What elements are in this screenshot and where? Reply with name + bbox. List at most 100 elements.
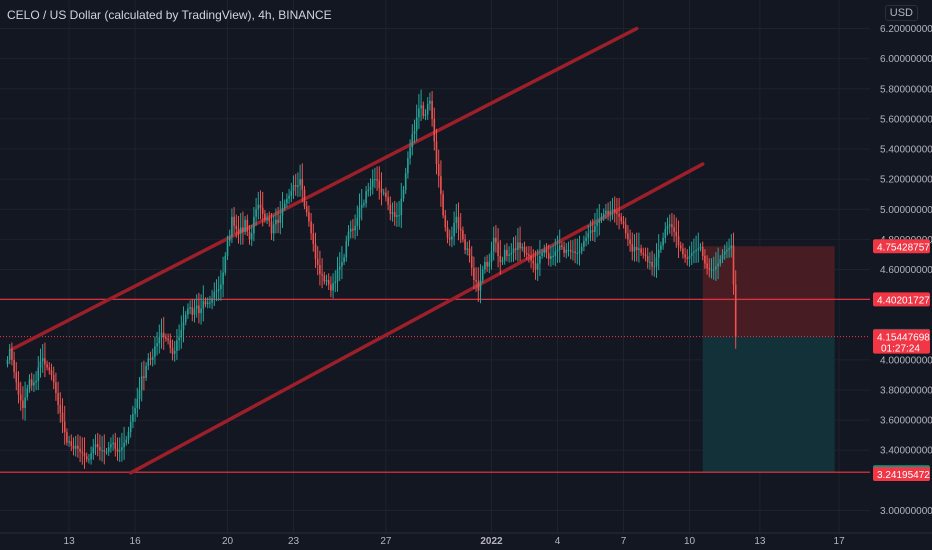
candle-body <box>712 269 715 271</box>
candle-body <box>693 251 695 253</box>
candle-body <box>193 308 196 315</box>
candle-body <box>52 374 55 383</box>
candle-body <box>26 388 29 398</box>
candle-body <box>154 346 156 357</box>
y-tick-label: 3.00000000 <box>880 506 932 517</box>
candle-body <box>349 228 352 232</box>
candle-body <box>248 231 251 240</box>
candle-body <box>178 337 180 341</box>
candle-body <box>462 230 464 240</box>
candle-body <box>730 245 733 249</box>
candle-body <box>68 441 70 443</box>
candle-body <box>569 249 572 252</box>
candle-body <box>618 213 620 217</box>
candle-body <box>633 246 636 252</box>
candle-body <box>99 447 101 451</box>
candle-body <box>446 227 449 238</box>
price-tags: 4.754287574.402017274.159072234.15447698… <box>873 239 930 482</box>
candle-body <box>629 239 631 244</box>
candle-body <box>171 347 174 354</box>
candle-body <box>257 204 260 210</box>
candle-body <box>55 382 57 393</box>
candle-body <box>74 445 77 449</box>
candle-body <box>191 307 194 315</box>
candle-body <box>470 255 473 268</box>
candle-body <box>259 204 262 208</box>
candle-body <box>85 456 88 460</box>
y-tick-label: 3.80000000 <box>880 385 932 396</box>
candle-body <box>167 338 169 341</box>
candle-body <box>440 176 442 195</box>
candle-body <box>389 204 392 214</box>
candle-body <box>525 252 528 255</box>
candle-body <box>411 133 414 148</box>
candle-body <box>391 212 394 214</box>
symbol-title[interactable]: CELO / US Dollar (calculated by TradingV… <box>7 8 332 22</box>
candle-body <box>294 185 297 187</box>
candle-body <box>277 219 279 223</box>
candle-body <box>360 204 363 208</box>
candle-body <box>499 255 502 262</box>
candle-body <box>671 224 673 228</box>
candle-body <box>404 173 407 190</box>
candle-body <box>303 189 306 207</box>
candle-body <box>96 444 99 448</box>
x-tick-label: 27 <box>380 536 392 547</box>
y-tick-label: 5.60000000 <box>880 114 932 125</box>
candle-body <box>220 284 222 290</box>
candle-body <box>132 414 134 422</box>
candle-body <box>279 215 282 223</box>
currency-label[interactable]: USD <box>884 5 918 21</box>
candle-body <box>437 164 440 177</box>
candle-body <box>110 444 112 448</box>
candle-body <box>134 408 136 415</box>
candle-body <box>345 240 348 258</box>
candle-body <box>176 340 178 351</box>
candle-body <box>231 216 233 237</box>
candle-body <box>15 371 18 383</box>
candle-body <box>308 212 310 222</box>
candle-body <box>512 248 515 253</box>
candle-body <box>550 255 552 259</box>
candle-body <box>734 284 737 338</box>
horizontal-levels[interactable] <box>0 298 870 473</box>
countdown-label: 01:27:24 <box>881 344 920 355</box>
x-tick-label: 13 <box>754 536 766 547</box>
time-axis[interactable]: 13 16 20 23 27 2022 4 7 10 13 17 <box>0 532 932 547</box>
channel-line[interactable] <box>10 26 639 352</box>
candle-body <box>169 340 172 348</box>
candle-body <box>35 380 37 383</box>
price-axis[interactable]: 6.20000000 6.00000000 5.80000000 5.60000000… <box>880 24 932 517</box>
candle-body <box>556 249 559 252</box>
candle-body <box>275 219 277 225</box>
candle-body <box>253 216 255 234</box>
candle-body <box>182 322 185 330</box>
candle-body <box>495 237 497 243</box>
trend-channel[interactable] <box>10 26 705 475</box>
candle-body <box>424 114 427 116</box>
candle-body <box>492 237 495 252</box>
candle-body <box>61 412 64 422</box>
candle-body <box>158 337 161 344</box>
candle-body <box>635 246 638 250</box>
channel-line[interactable] <box>128 162 705 475</box>
candle-body <box>22 400 24 409</box>
candle-body <box>290 191 293 196</box>
candle-body <box>250 233 253 240</box>
candle-body <box>541 252 543 256</box>
candle-body <box>19 394 22 401</box>
candle-body <box>567 249 570 251</box>
price-tag-label: 4.15447698 <box>877 333 930 344</box>
candle-body <box>624 224 627 234</box>
candle-body <box>402 189 405 199</box>
candle-body <box>521 246 524 249</box>
candle-body <box>270 221 273 234</box>
candle-body <box>565 249 568 253</box>
candle-body <box>704 255 706 264</box>
candle-body <box>332 283 334 291</box>
candle-body <box>200 308 202 314</box>
candle-body <box>598 219 601 223</box>
candle-body <box>28 379 31 389</box>
candle-body <box>325 280 328 282</box>
